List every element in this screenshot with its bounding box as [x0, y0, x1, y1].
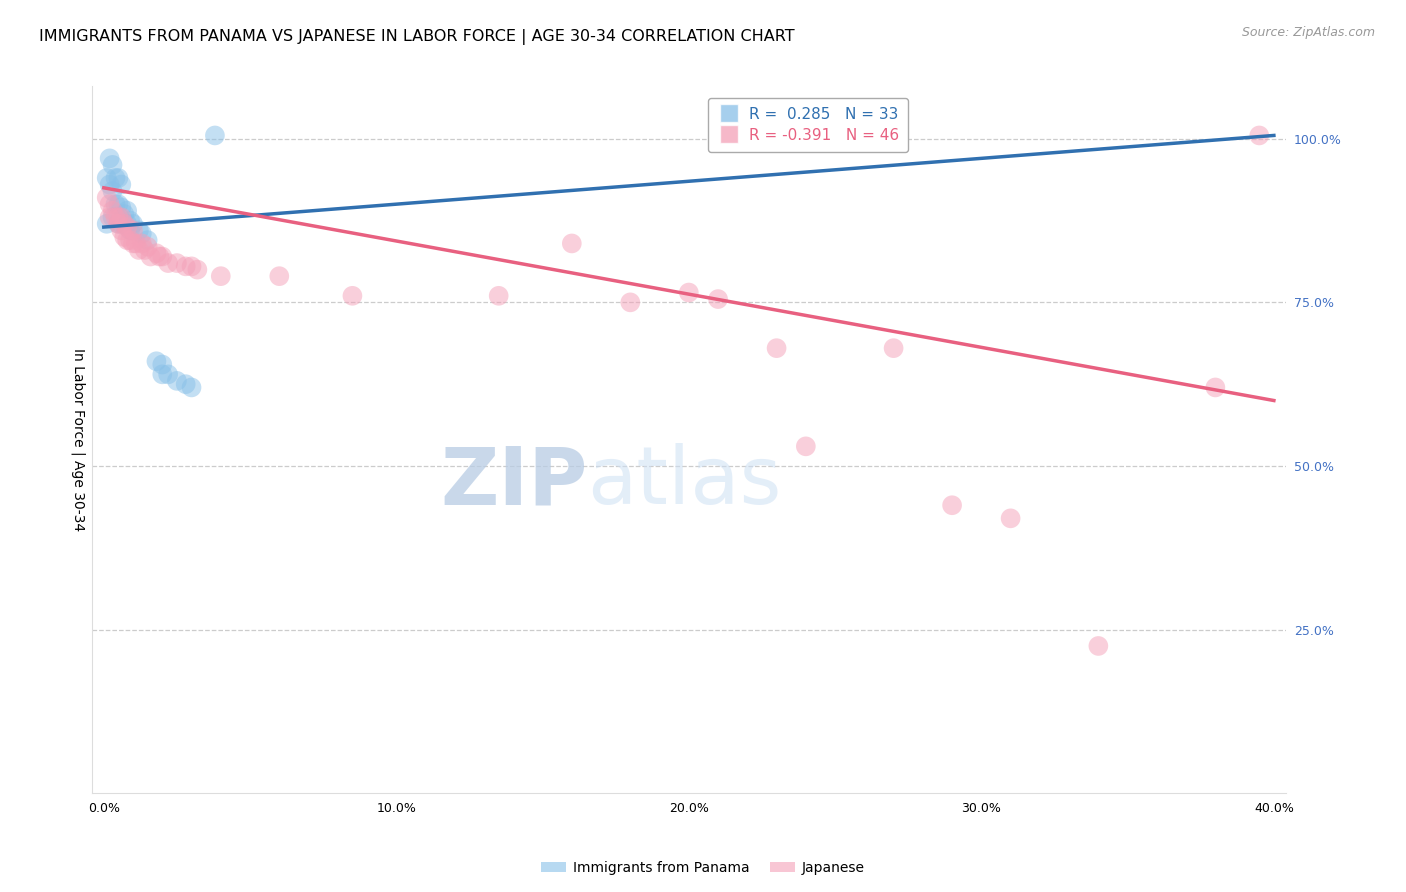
Point — [561, 236, 583, 251]
Point — [174, 260, 197, 274]
Point — [107, 171, 129, 186]
Point — [209, 269, 232, 284]
Point — [166, 256, 188, 270]
Point — [150, 358, 173, 372]
Point — [157, 256, 180, 270]
Point — [96, 217, 118, 231]
Point — [110, 217, 132, 231]
Point — [269, 269, 291, 284]
Point — [112, 230, 135, 244]
Point — [101, 184, 124, 198]
Point — [150, 368, 173, 382]
Point — [115, 203, 138, 218]
Y-axis label: In Labor Force | Age 30-34: In Labor Force | Age 30-34 — [72, 348, 86, 532]
Point — [98, 211, 121, 225]
Point — [342, 289, 364, 303]
Point — [115, 220, 138, 235]
Point — [101, 203, 124, 218]
Point — [794, 439, 817, 453]
Point — [180, 260, 202, 274]
Point — [96, 191, 118, 205]
Point — [678, 285, 700, 300]
Point — [488, 289, 510, 303]
Point — [110, 211, 132, 225]
Point — [98, 152, 121, 166]
Point — [110, 178, 132, 192]
Text: ZIP: ZIP — [440, 443, 588, 521]
Point — [110, 201, 132, 215]
Point — [104, 211, 127, 225]
Point — [186, 262, 208, 277]
Point — [122, 217, 145, 231]
Point — [96, 171, 118, 186]
Point — [112, 207, 135, 221]
Point — [120, 233, 142, 247]
Point — [619, 295, 641, 310]
Point — [98, 197, 121, 211]
Point — [125, 236, 148, 251]
Point — [134, 243, 156, 257]
Point — [112, 217, 135, 231]
Point — [145, 246, 167, 260]
Text: atlas: atlas — [588, 443, 782, 521]
Point — [128, 223, 150, 237]
Point — [107, 211, 129, 225]
Text: IMMIGRANTS FROM PANAMA VS JAPANESE IN LABOR FORCE | AGE 30-34 CORRELATION CHART: IMMIGRANTS FROM PANAMA VS JAPANESE IN LA… — [39, 29, 794, 45]
Point — [150, 250, 173, 264]
Point — [128, 243, 150, 257]
Text: Source: ZipAtlas.com: Source: ZipAtlas.com — [1241, 26, 1375, 39]
Point — [145, 354, 167, 368]
Point — [157, 368, 180, 382]
Point — [104, 171, 127, 186]
Point — [131, 236, 153, 251]
Point — [110, 223, 132, 237]
Point — [104, 197, 127, 211]
Point — [166, 374, 188, 388]
Point — [1087, 639, 1109, 653]
Point — [120, 223, 142, 237]
Point — [883, 341, 905, 355]
Legend: Immigrants from Panama, Japanese: Immigrants from Panama, Japanese — [536, 855, 870, 880]
Point — [107, 197, 129, 211]
Point — [1000, 511, 1022, 525]
Point — [1204, 380, 1226, 394]
Point — [120, 213, 142, 227]
Point — [174, 377, 197, 392]
Point — [148, 250, 170, 264]
Point — [101, 211, 124, 225]
Point — [1249, 128, 1271, 143]
Point — [136, 240, 159, 254]
Point — [180, 380, 202, 394]
Point — [122, 236, 145, 251]
Point — [139, 250, 162, 264]
Legend: R =  0.285   N = 33, R = -0.391   N = 46: R = 0.285 N = 33, R = -0.391 N = 46 — [707, 97, 908, 152]
Point — [136, 233, 159, 247]
Point — [115, 233, 138, 247]
Point — [107, 217, 129, 231]
Point — [707, 292, 730, 306]
Point — [131, 227, 153, 241]
Point — [765, 341, 787, 355]
Point — [204, 128, 226, 143]
Point — [101, 158, 124, 172]
Point — [115, 217, 138, 231]
Point — [122, 223, 145, 237]
Point — [107, 217, 129, 231]
Point — [98, 178, 121, 192]
Point — [112, 217, 135, 231]
Point — [941, 498, 963, 512]
